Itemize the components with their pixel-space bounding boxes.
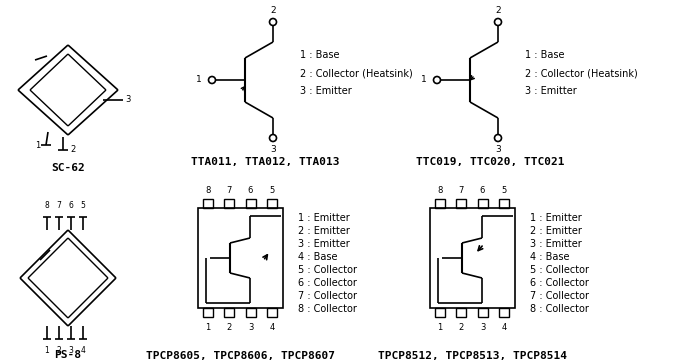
Text: 2: 2 (57, 346, 61, 355)
Text: 2: 2 (70, 146, 75, 154)
Text: 3 : Emitter: 3 : Emitter (525, 86, 576, 96)
Bar (477, 199, 487, 208)
Text: 6: 6 (480, 186, 485, 195)
Bar (198, 208, 283, 308)
Text: 3: 3 (69, 346, 74, 355)
Bar (456, 199, 466, 208)
Bar (224, 308, 234, 317)
Text: 1 : Base: 1 : Base (525, 50, 564, 60)
Text: 3: 3 (480, 323, 485, 332)
Bar (499, 199, 509, 208)
Text: 1: 1 (34, 141, 40, 150)
Text: 1 : Emitter: 1 : Emitter (298, 213, 350, 223)
Text: 2: 2 (495, 6, 501, 15)
Text: 8 : Collector: 8 : Collector (298, 304, 357, 314)
Bar (267, 308, 277, 317)
Text: 5: 5 (501, 186, 506, 195)
Text: 3: 3 (495, 145, 501, 154)
Text: 3: 3 (270, 145, 276, 154)
Text: 6 : Collector: 6 : Collector (530, 278, 589, 288)
Text: 4: 4 (501, 323, 506, 332)
Text: 4: 4 (80, 346, 86, 355)
Text: 8: 8 (437, 186, 443, 195)
Text: 2 : Emitter: 2 : Emitter (530, 226, 582, 236)
Text: 2 : Emitter: 2 : Emitter (298, 226, 350, 236)
Bar (477, 308, 487, 317)
Text: 6: 6 (69, 201, 74, 210)
Text: 7: 7 (57, 201, 61, 210)
Text: 1 : Base: 1 : Base (300, 50, 340, 60)
Text: 5 : Collector: 5 : Collector (298, 265, 357, 275)
Bar (456, 308, 466, 317)
Text: 1: 1 (45, 346, 49, 355)
Text: 5 : Collector: 5 : Collector (530, 265, 589, 275)
Text: 5: 5 (269, 186, 274, 195)
Text: 5: 5 (80, 201, 86, 210)
Text: 7: 7 (227, 186, 232, 195)
Bar (246, 199, 256, 208)
Bar (435, 308, 445, 317)
Text: 2: 2 (270, 6, 276, 15)
Text: 2 : Collector (Heatsink): 2 : Collector (Heatsink) (525, 68, 638, 78)
Text: 3: 3 (125, 95, 130, 104)
Text: 8: 8 (45, 201, 49, 210)
Text: 7 : Collector: 7 : Collector (298, 291, 357, 301)
Text: TTC019, TTC020, TTC021: TTC019, TTC020, TTC021 (416, 157, 564, 167)
Text: 6: 6 (248, 186, 253, 195)
Bar (435, 199, 445, 208)
Text: 4 : Base: 4 : Base (530, 252, 570, 262)
Bar (499, 308, 509, 317)
Text: 1 : Emitter: 1 : Emitter (530, 213, 582, 223)
Text: SC-62: SC-62 (51, 163, 85, 173)
Text: 6 : Collector: 6 : Collector (298, 278, 357, 288)
Text: 3 : Emitter: 3 : Emitter (298, 239, 350, 249)
Text: 1: 1 (205, 323, 211, 332)
Text: 3: 3 (248, 323, 253, 332)
Text: 1: 1 (437, 323, 443, 332)
Bar (430, 208, 515, 308)
Text: 3 : Emitter: 3 : Emitter (530, 239, 582, 249)
Text: TTA011, TTA012, TTA013: TTA011, TTA012, TTA013 (191, 157, 340, 167)
Text: 4 : Base: 4 : Base (298, 252, 338, 262)
Text: 8: 8 (205, 186, 211, 195)
Text: TPCP8605, TPCP8606, TPCP8607: TPCP8605, TPCP8606, TPCP8607 (146, 351, 335, 361)
Text: 1: 1 (421, 75, 427, 84)
Bar (203, 308, 213, 317)
Text: 4: 4 (269, 323, 274, 332)
Bar (203, 199, 213, 208)
Text: 1: 1 (196, 75, 202, 84)
Text: TPCP8512, TPCP8513, TPCP8514: TPCP8512, TPCP8513, TPCP8514 (377, 351, 566, 361)
Text: 7: 7 (458, 186, 464, 195)
Text: 2: 2 (458, 323, 464, 332)
Bar (267, 199, 277, 208)
Bar (224, 199, 234, 208)
Text: PS-8: PS-8 (55, 350, 82, 360)
Text: 3 : Emitter: 3 : Emitter (300, 86, 352, 96)
Text: 2 : Collector (Heatsink): 2 : Collector (Heatsink) (300, 68, 412, 78)
Text: 7 : Collector: 7 : Collector (530, 291, 589, 301)
Text: 2: 2 (227, 323, 232, 332)
Bar (246, 308, 256, 317)
Text: 8 : Collector: 8 : Collector (530, 304, 589, 314)
